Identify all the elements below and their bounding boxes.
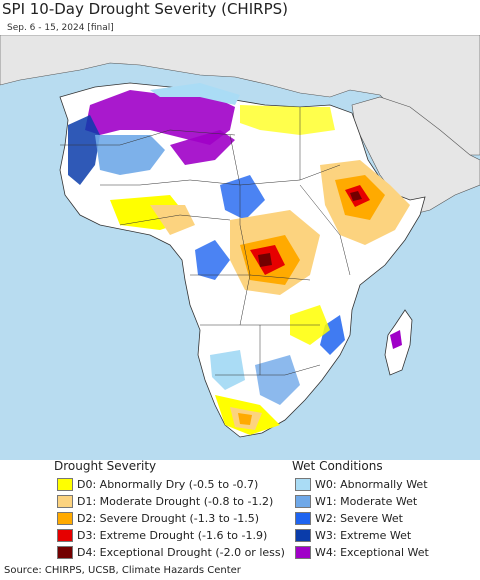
wet-exceptional-sahara [85,90,235,145]
legend-item-d3: D3: Extreme Drought (-1.6 to -1.9) [57,528,267,542]
legend-label-w1: W1: Moderate Wet [315,494,418,508]
legend-label-d4: D4: Exceptional Drought (-2.0 or less) [77,545,285,559]
legend-item-d1: D1: Moderate Drought (-0.8 to -1.2) [57,494,273,508]
map-title: SPI 10-Day Drought Severity (CHIRPS) [2,0,288,18]
legend-swatch-d3 [57,528,73,542]
legend-label-w3: W3: Extreme Wet [315,528,412,542]
legend-item-d4: D4: Exceptional Drought (-2.0 or less) [57,545,285,559]
legend-item-w3: W3: Extreme Wet [295,528,411,542]
legend-label-w2: W2: Severe Wet [315,511,403,525]
drought-legend-heading: Drought Severity [54,459,157,473]
map-subtitle: Sep. 6 - 15, 2024 [final] [7,23,114,33]
arabian-peninsula [351,96,480,216]
wet-extreme-west [68,115,100,185]
source-credit: Source: CHIRPS, UCSB, Climate Hazards Ce… [4,565,241,576]
wet-abnormal-sahara [150,83,240,105]
legend-item-w0: W0: Abnormally Wet [295,477,428,491]
wet-abnormal-southwest [210,350,245,390]
legend-item-w2: W2: Severe Wet [295,511,403,525]
drought-moderate-west [150,205,195,235]
legend-item-w1: W1: Moderate Wet [295,494,417,508]
country-borders [60,107,351,376]
drought-exceptional-ethiopia [350,191,362,201]
legend-label-d0: D0: Abnormally Dry (-0.5 to -0.7) [77,477,259,491]
drought-exceptional-central [258,253,272,267]
legend-swatch-d1 [57,494,73,508]
legend-item-w4: W4: Exceptional Wet [295,545,429,559]
legend-item-d2: D2: Severe Drought (-1.3 to -1.5) [57,511,259,525]
legend-swatch-d0 [57,477,73,491]
legend-item-d0: D0: Abnormally Dry (-0.5 to -0.7) [57,477,258,491]
legend-label-d1: D1: Moderate Drought (-0.8 to -1.2) [77,494,274,508]
legend-label-w4: W4: Exceptional Wet [315,545,429,559]
wet-exceptional-east-sahel [170,130,235,165]
legend-swatch-w4 [295,545,311,559]
drought-severe-south [238,413,252,425]
legend-swatch-d4 [57,545,73,559]
wet-moderate-south [255,355,300,405]
legend-swatch-w2 [295,511,311,525]
wet-legend-heading: Wet Conditions [292,459,383,473]
legend-swatch-w0 [295,477,311,491]
legend-label-d2: D2: Severe Drought (-1.3 to -1.5) [77,511,260,525]
wet-severe-congo [195,240,230,280]
drought-map [0,35,480,460]
wet-severe-central [220,175,265,220]
legend-label-w0: W0: Abnormally Wet [315,477,428,491]
wet-exceptional-madagascar [390,330,402,349]
legend-swatch-w3 [295,528,311,542]
legend-label-d3: D3: Extreme Drought (-1.6 to -1.9) [77,528,268,542]
drought-abnormal-north [240,105,335,135]
legend-swatch-d2 [57,511,73,525]
legend-swatch-w1 [295,494,311,508]
